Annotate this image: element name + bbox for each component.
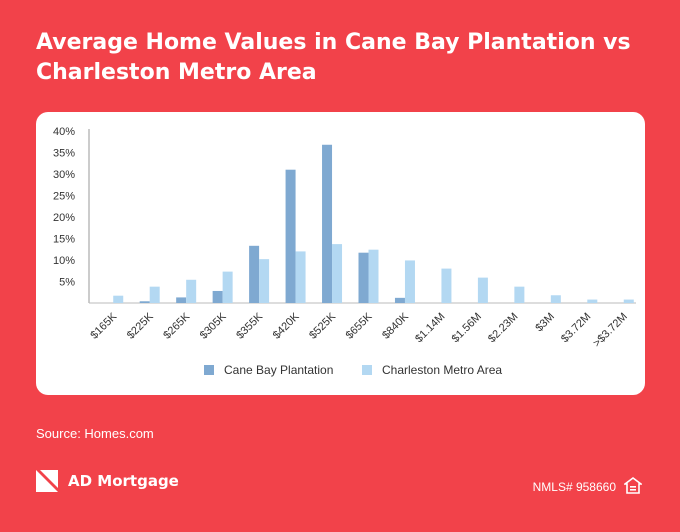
bar xyxy=(623,299,634,303)
brand-name: AD Mortgage xyxy=(68,472,179,490)
y-tick-label: 30% xyxy=(53,169,75,181)
bar xyxy=(394,297,405,303)
bar xyxy=(249,245,260,303)
x-tick-label: $1.14M xyxy=(413,311,447,345)
bar xyxy=(358,252,369,303)
bar xyxy=(368,249,379,303)
y-tick-label: 40% xyxy=(53,126,75,138)
equal-housing-icon xyxy=(624,477,642,494)
chart-title: Average Home Values in Cane Bay Plantati… xyxy=(36,30,631,85)
bar xyxy=(332,244,343,303)
bar xyxy=(550,295,561,303)
legend-swatch xyxy=(362,365,372,375)
chart-card: 40% 35% 30% 25% 20% 15% 10% 5% $165K $225K $265K $3… xyxy=(36,112,645,395)
ad-mortgage-logo-icon xyxy=(36,470,58,492)
y-tick-label: 35% xyxy=(53,148,75,160)
x-tick-label: >$3.72M xyxy=(591,311,630,350)
x-tick-label: $525K xyxy=(307,310,338,341)
x-tick-label: $3.72M xyxy=(559,311,593,345)
bar xyxy=(514,286,525,303)
bar xyxy=(322,144,333,303)
source-text: Source: Homes.com xyxy=(36,426,154,441)
bar xyxy=(222,271,233,303)
nmls-number: NMLS# 958660 xyxy=(532,480,616,494)
x-tick-label: $3M xyxy=(533,311,557,335)
y-tick-label: 5% xyxy=(59,277,75,289)
x-tick-label: $655K xyxy=(344,310,375,341)
bar xyxy=(295,251,306,303)
legend-label: Charleston Metro Area xyxy=(382,363,502,377)
legend-swatch xyxy=(204,365,214,375)
bar xyxy=(441,268,452,303)
bar xyxy=(404,260,415,303)
bar xyxy=(477,277,488,303)
bar xyxy=(139,301,150,303)
bar xyxy=(113,295,124,303)
y-tick-label: 20% xyxy=(53,212,75,224)
bar xyxy=(259,259,270,303)
bar xyxy=(212,290,223,303)
bar xyxy=(285,169,296,303)
y-tick-label: 25% xyxy=(53,191,75,203)
x-tick-label: $225K xyxy=(125,310,156,341)
x-tick-label: $2.23M xyxy=(486,311,520,345)
x-tick-label: $305K xyxy=(198,310,229,341)
x-tick-label: $840K xyxy=(380,310,411,341)
x-tick-label: $420K xyxy=(271,310,302,341)
legend-label: Cane Bay Plantation xyxy=(224,363,333,377)
bar-chart: 40%35%30%25%20%15%10%5%$165K $225K $265K $3… xyxy=(53,126,636,377)
x-tick-label: $165K xyxy=(88,310,119,341)
x-tick-label: $1.56M xyxy=(450,311,484,345)
bar xyxy=(186,279,197,303)
brand: AD Mortgage xyxy=(36,470,179,492)
x-tick-label: $265K xyxy=(161,310,192,341)
y-tick-label: 15% xyxy=(53,234,75,246)
bar xyxy=(587,299,598,303)
bar xyxy=(176,297,187,303)
x-tick-label: $355K xyxy=(234,310,265,341)
bar xyxy=(149,286,160,303)
y-tick-label: 10% xyxy=(53,255,75,267)
